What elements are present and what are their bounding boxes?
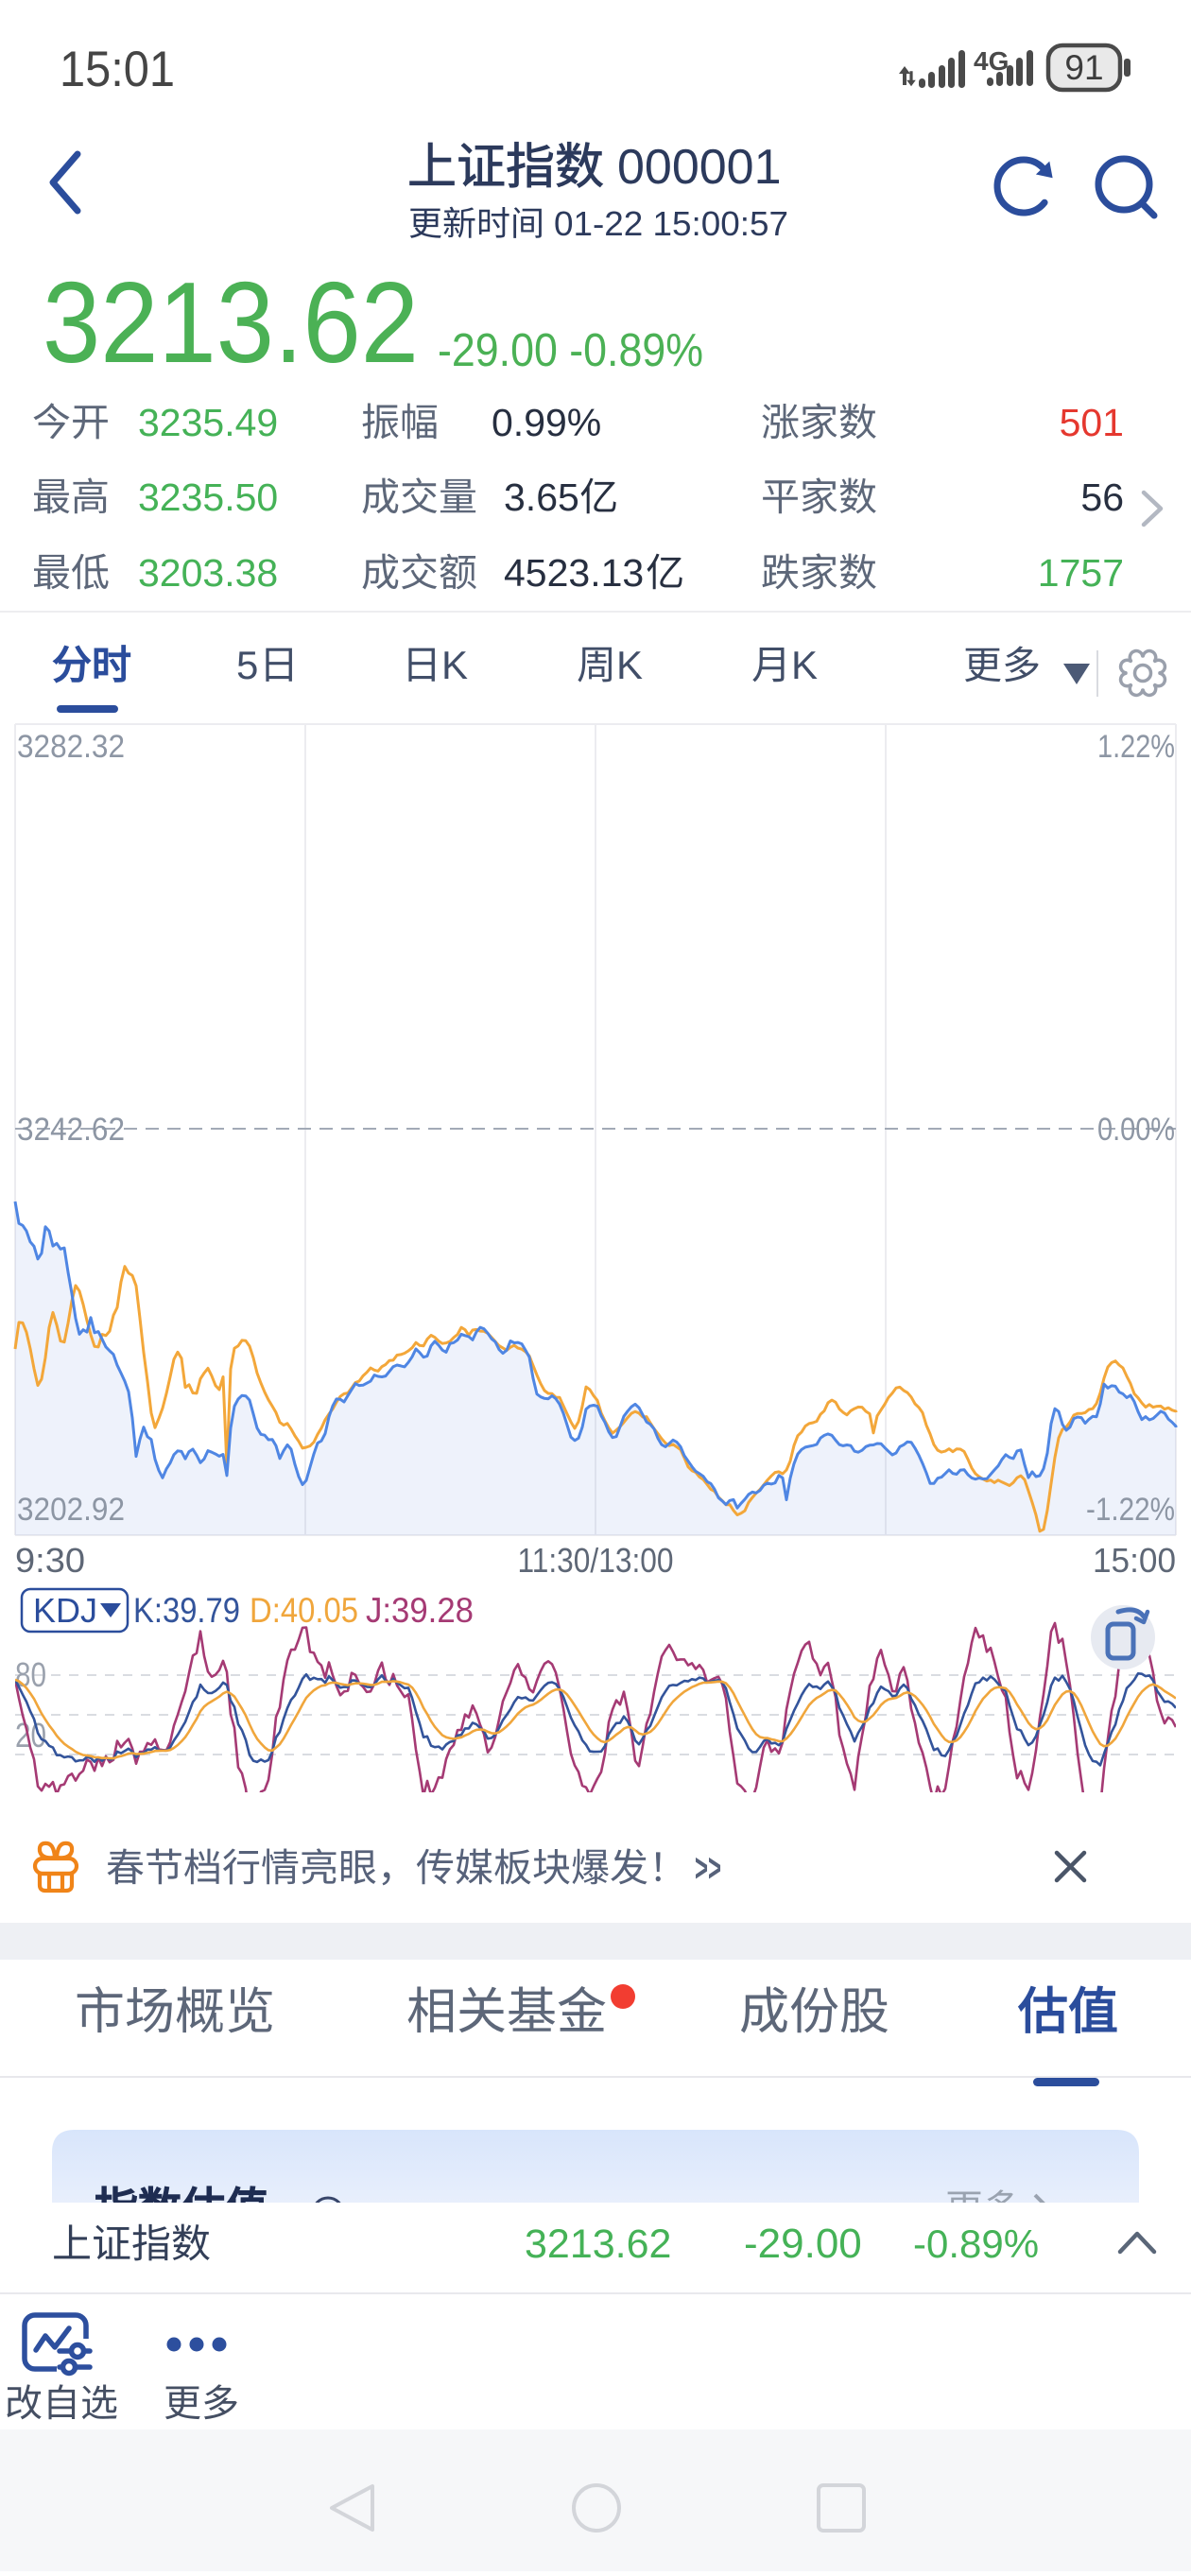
svg-text:1.22%: 1.22% — [1097, 729, 1175, 765]
svg-text:000001: 000001 — [617, 140, 782, 195]
svg-text:9:30: 9:30 — [15, 1541, 85, 1580]
svg-text:>>: >> — [695, 1845, 721, 1890]
svg-text:0.00%: 0.00% — [1097, 1112, 1175, 1148]
svg-text:3213.62: 3213.62 — [43, 258, 419, 387]
svg-text:3202.92: 3202.92 — [17, 1492, 125, 1528]
svg-text:J:39.28: J:39.28 — [366, 1591, 474, 1630]
svg-text:3282.32: 3282.32 — [17, 729, 125, 765]
svg-text:K: K — [616, 643, 643, 687]
svg-text:KDJ: KDJ — [33, 1591, 97, 1630]
svg-text:15:00: 15:00 — [1093, 1541, 1176, 1580]
svg-text:-29.00: -29.00 — [744, 2221, 862, 2267]
svg-text:11:30/13:00: 11:30/13:00 — [518, 1541, 674, 1580]
svg-text:3203.38: 3203.38 — [138, 551, 278, 595]
svg-text:K:39.79: K:39.79 — [133, 1591, 240, 1630]
svg-text:3.65: 3.65 — [504, 475, 579, 519]
svg-text:501: 501 — [1060, 401, 1124, 444]
svg-text:K: K — [441, 643, 468, 687]
svg-text:3213.62: 3213.62 — [525, 2222, 671, 2267]
svg-text:3235.50: 3235.50 — [138, 475, 278, 519]
svg-text:3235.49: 3235.49 — [138, 401, 278, 444]
svg-text:-0.89%: -0.89% — [913, 2222, 1039, 2266]
svg-text:15:01: 15:01 — [60, 42, 175, 97]
svg-text:4523.13: 4523.13 — [504, 551, 644, 595]
svg-text:3242.62: 3242.62 — [17, 1112, 125, 1148]
svg-text:K: K — [791, 643, 818, 687]
svg-text:91: 91 — [1064, 48, 1103, 87]
svg-text:0.99%: 0.99% — [492, 401, 601, 444]
svg-text:4G: 4G — [974, 46, 1009, 76]
svg-text:-1.22%: -1.22% — [1086, 1492, 1175, 1528]
svg-text:5: 5 — [236, 643, 258, 687]
svg-text:56: 56 — [1080, 475, 1124, 519]
svg-text:D:40.05: D:40.05 — [250, 1591, 358, 1630]
svg-text:1757: 1757 — [1038, 551, 1124, 595]
svg-text:-29.00 -0.89%: -29.00 -0.89% — [438, 325, 703, 376]
svg-text:01-22 15:00:57: 01-22 15:00:57 — [554, 204, 788, 243]
